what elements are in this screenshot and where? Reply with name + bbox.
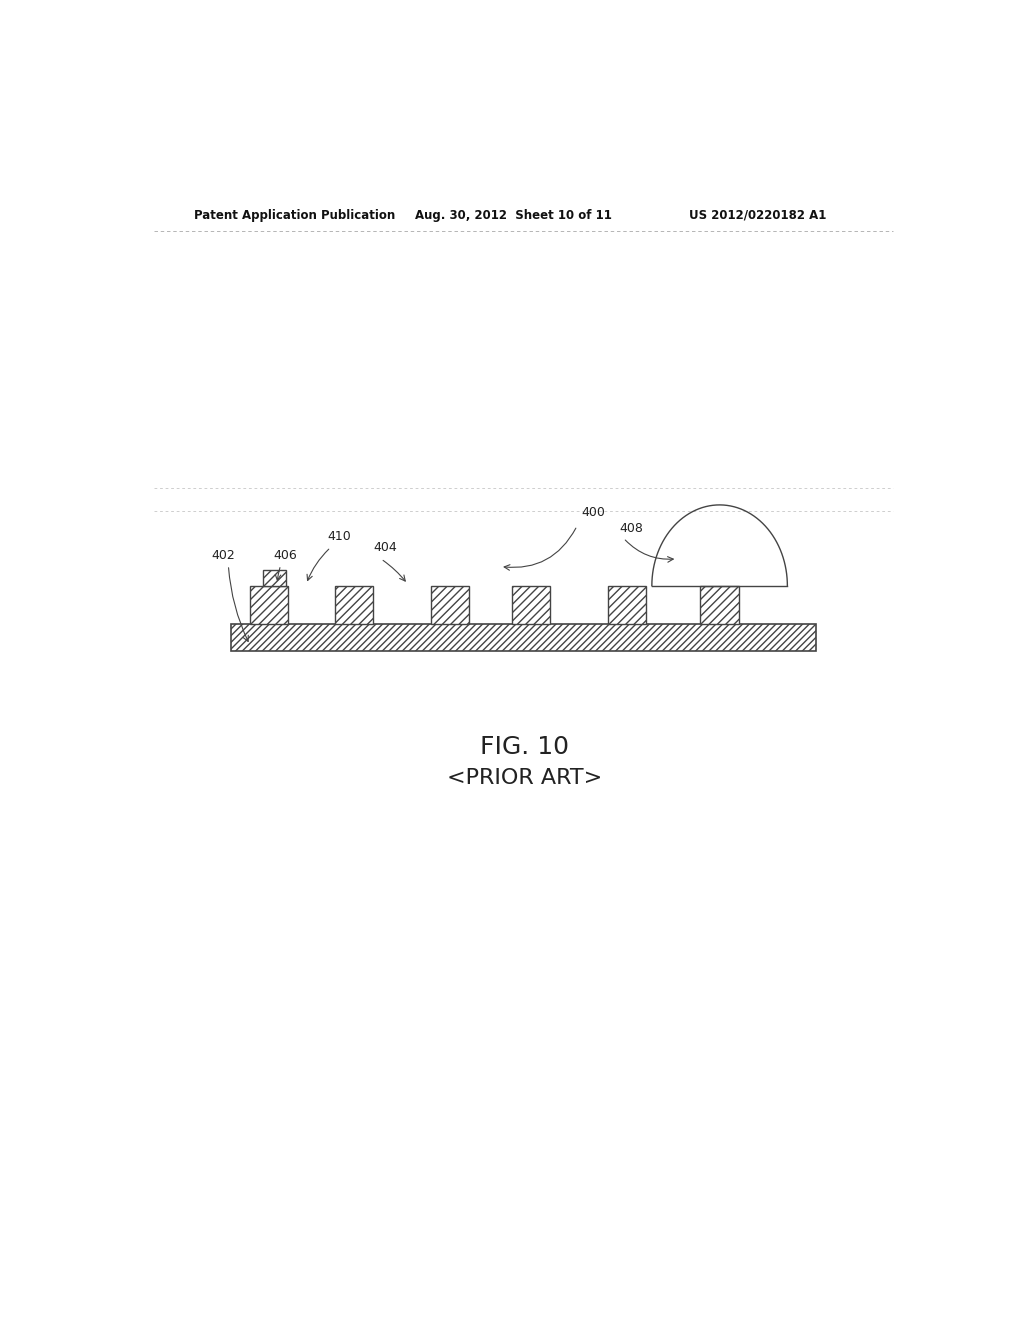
Text: 404: 404 [373, 541, 397, 554]
Text: Patent Application Publication: Patent Application Publication [194, 209, 395, 222]
Bar [335, 586, 373, 624]
Text: FIG. 10: FIG. 10 [480, 735, 569, 759]
Text: US 2012/0220182 A1: US 2012/0220182 A1 [689, 209, 826, 222]
Text: 400: 400 [581, 507, 605, 520]
Bar [250, 586, 289, 624]
Text: Aug. 30, 2012  Sheet 10 of 11: Aug. 30, 2012 Sheet 10 of 11 [416, 209, 612, 222]
Text: 406: 406 [273, 549, 297, 562]
Bar [230, 624, 816, 651]
Text: 410: 410 [327, 529, 350, 543]
Bar [608, 586, 646, 624]
Text: <PRIOR ART>: <PRIOR ART> [447, 768, 602, 788]
Bar [700, 586, 739, 624]
Text: 408: 408 [620, 521, 643, 535]
Bar [263, 570, 286, 586]
Text: 402: 402 [211, 549, 236, 562]
Bar [512, 586, 550, 624]
Bar [431, 586, 469, 624]
